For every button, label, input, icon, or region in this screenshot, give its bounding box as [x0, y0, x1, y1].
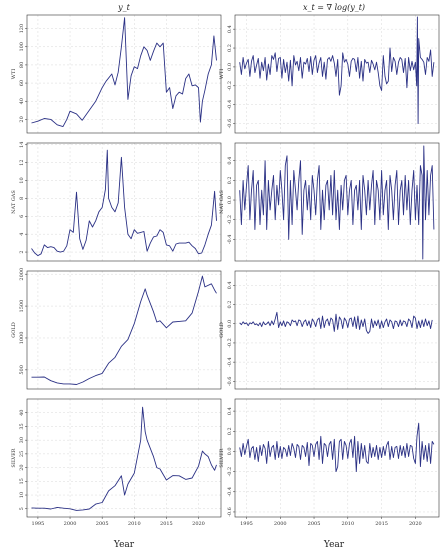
plot-frame	[26, 270, 222, 390]
y-tick-label: 1000	[19, 332, 25, 345]
y-tick-label: 25	[19, 451, 25, 457]
y-tick-label: 40	[19, 98, 25, 104]
series-line	[31, 406, 217, 511]
y-tick-label: -0.2	[227, 338, 233, 348]
y-tick-label: 10	[19, 492, 25, 498]
y-tick-label: -0.2	[227, 467, 233, 477]
y-axis-label: SILVER	[219, 448, 225, 467]
x-tick-label: 2005	[96, 521, 109, 527]
y-tick-label: -0.6	[227, 119, 233, 129]
y-tick-label: 10	[19, 177, 25, 183]
plot-frame	[234, 270, 440, 390]
y-tick-label: -0.2	[227, 81, 233, 91]
y-tick-label: -0.2	[227, 215, 233, 225]
x-tick-label: 2000	[274, 521, 287, 527]
y-tick-label: 5	[19, 507, 25, 510]
y-tick-label: 40	[19, 410, 25, 416]
y-tick-label: 0.4	[227, 407, 233, 415]
y-axis-label: NAT GAS	[11, 190, 17, 214]
x-tick-label: 2020	[192, 521, 205, 527]
y-tick-label: -0.6	[227, 507, 233, 517]
series-line	[31, 149, 217, 257]
y-tick-label: 100	[19, 42, 25, 52]
y-tick-label: 60	[19, 80, 25, 86]
left-xlabel: Year	[113, 540, 135, 550]
y-tick-label: 0.0	[227, 447, 233, 455]
y-tick-label: 12	[19, 159, 25, 165]
y-tick-label: 14	[19, 142, 25, 148]
y-tick-label: 2000	[19, 268, 25, 281]
left-column-title: y_t	[117, 3, 131, 12]
plot-frame	[234, 14, 440, 134]
panel-level-silver: 5 10 15 20 25 30 35 40 SILVER 1995 2000 2005 2010 201…	[11, 398, 222, 527]
y-axis-label: GOLD	[219, 322, 225, 337]
x-tick-label: 1995	[240, 521, 253, 527]
y-tick-label: 6	[19, 215, 25, 218]
y-axis-label: GOLD	[11, 322, 17, 337]
series-line	[31, 275, 217, 385]
y-tick-label: 0.2	[227, 301, 233, 309]
y-tick-label: 2	[19, 250, 25, 253]
y-tick-label: 1500	[19, 300, 25, 313]
y-tick-label: 0.0	[227, 63, 233, 71]
series-line	[31, 17, 217, 128]
y-tick-label: 80	[19, 62, 25, 68]
y-axis-label: WTI	[11, 69, 17, 79]
x-tick-label: 2010	[341, 521, 354, 527]
y-tick-label: 0.4	[227, 157, 233, 165]
panel-logdiff-nat-gas: -0.4 -0.2 0.0 0.2 0.4 NAT GAS	[219, 142, 440, 262]
y-tick-label: 15	[19, 478, 25, 484]
right-column-title: x_t = ∇ log(y_t)	[303, 3, 365, 12]
y-tick-label: -0.4	[227, 357, 233, 367]
y-tick-label: -0.4	[227, 235, 233, 245]
x-tick-label: 1995	[32, 521, 45, 527]
y-tick-label: -0.4	[227, 100, 233, 110]
y-tick-label: 120	[19, 24, 25, 34]
y-tick-label: 30	[19, 437, 25, 443]
plot-frame	[26, 398, 222, 518]
x-tick-label: 2000	[64, 521, 77, 527]
panel-logdiff-silver: -0.6 -0.4 -0.2 0.0 0.2 0.4 SILVER 1995 2000 2005 2…	[219, 398, 440, 527]
x-tick-label: 2015	[160, 521, 173, 527]
x-tick-label: 2020	[409, 521, 422, 527]
y-tick-label: 500	[19, 365, 25, 375]
y-tick-label: 35	[19, 423, 25, 429]
y-tick-label: 20	[19, 116, 25, 122]
y-tick-label: 0.0	[227, 320, 233, 328]
x-tick-label: 2005	[308, 521, 321, 527]
x-tick-label: 2015	[375, 521, 388, 527]
series-line	[239, 422, 435, 473]
y-axis-label: NAT GAS	[219, 190, 225, 214]
y-tick-label: 4	[19, 233, 25, 236]
series-line	[239, 311, 433, 334]
y-tick-label: 0.0	[227, 196, 233, 204]
panel-logdiff-gold: -0.6 -0.4 -0.2 0.0 0.2 0.4 GOLD	[219, 270, 440, 390]
panel-level-gold: 500 1000 1500 2000 GOLD	[11, 268, 222, 390]
y-tick-label: -0.4	[227, 487, 233, 497]
series-line	[239, 16, 435, 125]
y-tick-label: 0.2	[227, 427, 233, 435]
panel-level-nat-gas: 2 4 6 8 10 12 14 NAT GAS	[11, 142, 222, 262]
y-tick-label: 20	[19, 464, 25, 470]
y-tick-label: 0.4	[227, 25, 233, 33]
y-axis-label: SILVER	[11, 448, 17, 467]
plot-frame	[26, 142, 222, 262]
plot-frame	[234, 142, 440, 262]
y-axis-label: WTI	[219, 69, 225, 79]
panel-level-wti: 20 40 60 80 100 120 WTI	[11, 14, 222, 134]
plot-frame	[26, 14, 222, 134]
y-tick-label: 0.2	[227, 44, 233, 52]
series-line	[239, 145, 435, 260]
y-tick-label: -0.6	[227, 376, 233, 386]
y-tick-label: 8	[19, 197, 25, 200]
plot-frame	[234, 398, 440, 518]
x-tick-label: 2010	[128, 521, 141, 527]
y-tick-label: 0.4	[227, 281, 233, 289]
right-xlabel: Year	[323, 540, 345, 550]
y-tick-label: 0.2	[227, 176, 233, 184]
panel-logdiff-wti: -0.6 -0.4 -0.2 0.0 0.2 0.4 WTI	[219, 14, 440, 134]
